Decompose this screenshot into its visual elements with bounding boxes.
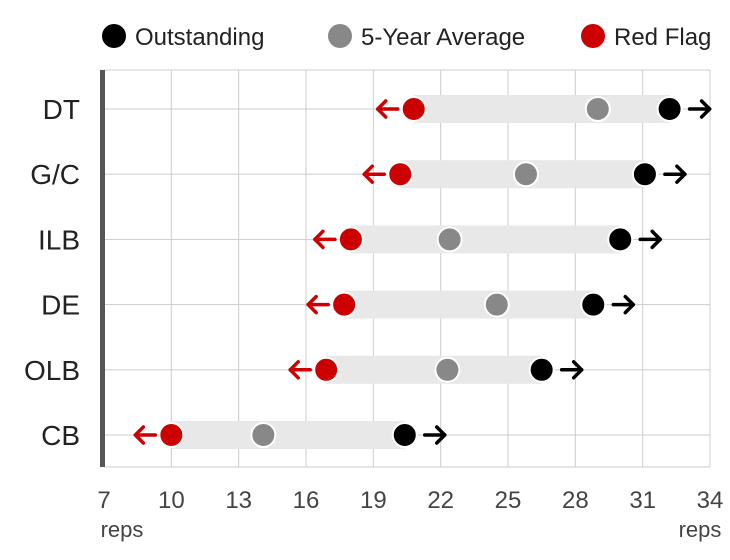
red-flag-dot [313, 356, 340, 383]
red-flag-arrow-head [362, 164, 375, 184]
outstanding-arrow-head [675, 164, 687, 184]
grid [104, 69, 711, 468]
x-tick-label: 13 [225, 487, 252, 514]
average-dot [483, 291, 510, 318]
x-tick-label: 19 [360, 487, 387, 514]
outstanding-dot [631, 161, 658, 188]
outstanding-dot [391, 422, 418, 448]
red-flag-arrow-head [313, 229, 325, 250]
range-bands [171, 95, 670, 449]
axes: DT G/C ILB DE OLB CB 7 10 13 16 19 22 25 28 31 34 reps re… [24, 70, 723, 542]
legend-label-outstanding: Outstanding [135, 24, 264, 51]
data-points [158, 96, 683, 448]
category-label: DE [41, 290, 80, 321]
x-tick-label: 34 [697, 487, 724, 514]
red-flag-dot [331, 291, 358, 318]
x-unit-label-left: reps [101, 517, 144, 542]
outstanding-dot [607, 226, 634, 253]
legend-marker-outstanding [102, 24, 126, 48]
legend: Outstanding 5-Year Average Red Flag [102, 24, 711, 51]
category-label: OLB [24, 355, 80, 386]
average-dot [584, 96, 611, 122]
outstanding-dot [528, 356, 555, 383]
red-flag-dot [400, 96, 427, 122]
red-flag-arrow-head [133, 425, 146, 445]
legend-label-average: 5-Year Average [361, 24, 525, 51]
category-label: DT [43, 94, 80, 125]
arrows [133, 99, 712, 445]
range-band [413, 95, 670, 123]
x-tick-label: 25 [495, 487, 522, 514]
outstanding-arrow-head [699, 99, 712, 119]
x-tick-label: 22 [427, 487, 454, 514]
category-label: ILB [38, 224, 80, 255]
range-band [171, 421, 405, 449]
outstanding-dot [656, 96, 683, 122]
red-flag-arrow-head [375, 99, 388, 119]
outstanding-arrow-head [650, 229, 662, 250]
x-tick-label: 16 [293, 487, 320, 514]
red-flag-arrow-head [306, 294, 318, 315]
average-dot [512, 161, 539, 188]
y-axis-line [100, 70, 105, 467]
average-dot [434, 356, 461, 383]
outstanding-dot [580, 291, 607, 318]
legend-marker-average [328, 24, 352, 48]
outstanding-arrow-head [623, 294, 636, 315]
red-flag-arrow-head [288, 360, 300, 380]
average-dot [250, 422, 277, 448]
range-band [326, 355, 542, 384]
x-tick-label: 7 [97, 487, 110, 514]
x-tick-label: 10 [158, 487, 185, 514]
x-unit-label-right: reps [679, 517, 722, 542]
x-tick-label: 31 [629, 487, 656, 514]
range-band [350, 225, 621, 254]
range-band [344, 290, 594, 319]
category-label: CB [41, 420, 80, 451]
red-flag-dot [337, 226, 364, 253]
x-tick-label: 28 [562, 487, 589, 514]
red-flag-dot [387, 161, 414, 188]
outstanding-arrow-head [571, 360, 584, 380]
legend-label-red_flag: Red Flag [614, 24, 711, 51]
outstanding-arrow-head [435, 425, 447, 445]
average-dot [436, 226, 463, 253]
category-label: G/C [30, 159, 80, 190]
red-flag-dot [158, 422, 185, 448]
legend-marker-red_flag [581, 24, 605, 48]
